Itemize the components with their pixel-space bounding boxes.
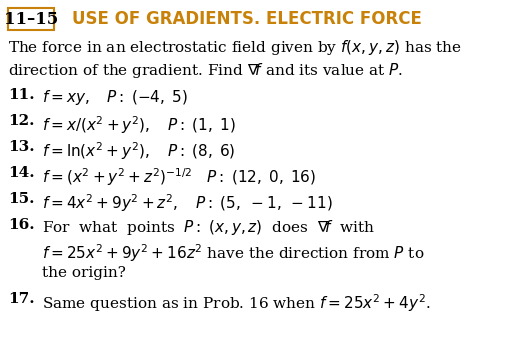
Text: 16.: 16.: [8, 218, 34, 232]
Text: direction of the gradient. Find $\nabla\!f$ and its value at $P$.: direction of the gradient. Find $\nabla\…: [8, 61, 404, 80]
Text: 11.: 11.: [8, 88, 34, 102]
Text: 17.: 17.: [8, 292, 34, 306]
Text: 15.: 15.: [8, 192, 34, 206]
Text: $f = 25x^2 + 9y^2 + 16z^2$ have the direction from $P$ to: $f = 25x^2 + 9y^2 + 16z^2$ have the dire…: [42, 242, 424, 264]
Text: USE OF GRADIENTS. ELECTRIC FORCE: USE OF GRADIENTS. ELECTRIC FORCE: [72, 10, 422, 28]
Text: 12.: 12.: [8, 114, 34, 128]
Text: $f = (x^2 + y^2 + z^2)^{-1/2}\quad P{:}\;(12,\;0,\;16)$: $f = (x^2 + y^2 + z^2)^{-1/2}\quad P{:}\…: [42, 166, 316, 188]
Text: Same question as in Prob. 16 when $f = 25x^2 + 4y^2$.: Same question as in Prob. 16 when $f = 2…: [42, 292, 431, 314]
Text: the origin?: the origin?: [42, 266, 126, 280]
Text: 11–15: 11–15: [4, 10, 58, 28]
Text: $f = 4x^2 + 9y^2 + z^2,\quad P{:}\;(5,\;-1,\;-11)$: $f = 4x^2 + 9y^2 + z^2,\quad P{:}\;(5,\;…: [42, 192, 333, 214]
Text: $f = x/(x^2 + y^2),\quad P{:}\;(1,\;1)$: $f = x/(x^2 + y^2),\quad P{:}\;(1,\;1)$: [42, 114, 236, 136]
Text: 13.: 13.: [8, 140, 34, 154]
Text: For  what  points  $P{:}\;(x, y, z)$  does  $\nabla\!f$  with: For what points $P{:}\;(x, y, z)$ does $…: [42, 218, 375, 237]
Text: The force in an electrostatic field given by $f(x, y, z)$ has the: The force in an electrostatic field give…: [8, 38, 462, 57]
Text: $f = xy,\quad P{:}\;(-4,\;5)$: $f = xy,\quad P{:}\;(-4,\;5)$: [42, 88, 188, 107]
Bar: [8, 8, 54, 30]
Text: 14.: 14.: [8, 166, 34, 180]
Text: $f = \ln(x^2 + y^2),\quad P{:}\;(8,\;6)$: $f = \ln(x^2 + y^2),\quad P{:}\;(8,\;6)$: [42, 140, 235, 162]
